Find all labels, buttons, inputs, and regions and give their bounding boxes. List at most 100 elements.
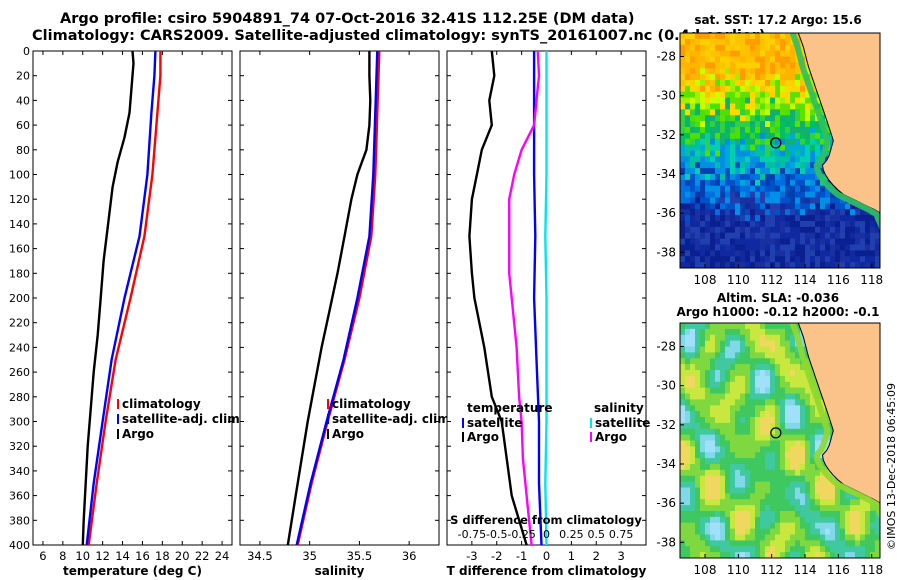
chart-title-line2: Climatology: CARS2009. Satellite-adjuste… xyxy=(32,28,766,44)
series-line-s-satellite xyxy=(544,51,548,546)
top-tick-label: -0.25 xyxy=(507,528,535,541)
panel-temperature: 0 20 40 60 80 100 120 140 160 180 200 220 240 260 280 3… xyxy=(9,45,244,578)
x-tick-label: 3 xyxy=(617,549,624,563)
map-title: Altim. SLA: -0.036 xyxy=(717,291,839,305)
y-tick-label: 40 xyxy=(16,94,30,107)
lat-tick-label: -32 xyxy=(656,128,676,142)
series-line-argo xyxy=(286,51,372,546)
x-tick-label: 16 xyxy=(135,549,150,563)
lat-tick-label: -28 xyxy=(656,50,676,64)
map-title: sat. SST: 17.2 Argo: 15.6 xyxy=(694,13,861,27)
y-tick-label: 60 xyxy=(16,119,30,132)
lat-tick-label: -38 xyxy=(656,535,676,549)
shelf-band xyxy=(789,33,880,231)
legend-label: satellite-adj. clim. xyxy=(122,412,244,426)
legend-label: Argo xyxy=(467,430,499,444)
y-tick-label: 240 xyxy=(9,341,30,354)
lat-tick-label: -36 xyxy=(656,496,676,510)
x-tick-label: 20 xyxy=(175,549,190,563)
y-tick-label: 140 xyxy=(9,218,30,231)
y-tick-label: 0 xyxy=(23,45,30,58)
map-field xyxy=(680,33,880,268)
lat-tick-label: -38 xyxy=(656,245,676,259)
shelf-band xyxy=(789,323,880,521)
lon-tick-label: 112 xyxy=(760,563,783,577)
y-tick-label: 100 xyxy=(9,169,30,182)
map-field xyxy=(680,323,880,558)
series-line-t-satellite xyxy=(532,51,543,546)
series-line-argo xyxy=(81,50,135,546)
x-tick-label: 18 xyxy=(155,549,170,563)
chart-title-line1: Argo profile: csiro 5904891_74 07-Oct-20… xyxy=(60,11,635,27)
legend-title-temperature: temperature xyxy=(467,401,552,415)
lat-tick-label: -36 xyxy=(656,206,676,220)
x-tick-label: 36 xyxy=(402,549,417,563)
x-tick-label: -1 xyxy=(516,549,527,563)
y-tick-label: 300 xyxy=(9,416,30,429)
legend-label: satellite xyxy=(467,416,522,430)
x-tick-label: 14 xyxy=(115,549,130,563)
legend-label: satellite xyxy=(595,416,650,430)
lat-tick-label: -30 xyxy=(656,89,676,103)
legend-label: climatology xyxy=(122,397,201,411)
lon-tick-label: 114 xyxy=(794,563,817,577)
land xyxy=(797,323,880,504)
profile-location-marker xyxy=(770,427,782,439)
lon-tick-label: 118 xyxy=(860,273,883,287)
series-line-satellite-adj-clim- xyxy=(85,50,157,546)
lon-tick-label: 116 xyxy=(827,563,850,577)
y-tick-label: 380 xyxy=(9,514,30,527)
panel-sla_map: 108 110 112 114 116 118 -28 -30 -32 -34 -36 -38 Alti… xyxy=(656,291,883,577)
map-frame xyxy=(679,32,881,269)
x-tick-label: 12 xyxy=(95,549,110,563)
x-tick-label: 8 xyxy=(59,549,66,563)
x-tick-label: 22 xyxy=(195,549,210,563)
x-axis-label: T difference from climatology xyxy=(447,564,647,578)
y-tick-label: 400 xyxy=(9,539,30,552)
x-tick-label: 35.5 xyxy=(347,549,373,563)
lat-tick-label: -32 xyxy=(656,418,676,432)
map-subtitle: Argo h1000: -0.12 h2000: -0.1 xyxy=(676,305,879,319)
x-tick-label: 10 xyxy=(75,549,90,563)
y-tick-label: 320 xyxy=(9,440,30,453)
x-axis-label: salinity xyxy=(315,564,365,578)
top-tick-label: 0 xyxy=(543,528,550,541)
lat-tick-label: -34 xyxy=(656,167,676,181)
y-tick-label: 120 xyxy=(9,193,30,206)
x-tick-label: 1 xyxy=(568,549,575,563)
x-tick-label: -3 xyxy=(466,549,477,563)
land xyxy=(797,33,880,214)
panel-salinity: 34.5 35 35.5 36 salinity climatologysatellite… xyxy=(239,50,454,578)
lat-tick-label: -34 xyxy=(656,457,676,471)
top-tick-label: 0.75 xyxy=(609,528,634,541)
lon-tick-label: 110 xyxy=(727,273,750,287)
y-tick-label: 180 xyxy=(9,267,30,280)
lon-tick-label: 112 xyxy=(760,273,783,287)
x-tick-label: 35 xyxy=(302,549,317,563)
lon-tick-label: 108 xyxy=(694,273,717,287)
y-tick-label: 20 xyxy=(16,70,30,83)
top-tick-label: 0.5 xyxy=(588,528,606,541)
y-tick-label: 160 xyxy=(9,243,30,256)
plot-frame xyxy=(239,50,440,546)
top-axis-label: S difference from climatology xyxy=(450,513,642,527)
lon-tick-label: 110 xyxy=(727,563,750,577)
y-tick-label: 360 xyxy=(9,490,30,503)
series-line-satellite-adj-clim- xyxy=(295,50,379,546)
y-tick-label: 80 xyxy=(16,144,30,157)
legend-label: Argo xyxy=(122,427,154,441)
lon-tick-label: 118 xyxy=(860,563,883,577)
series-line-s-argo xyxy=(508,50,541,546)
legend-title-salinity: salinity xyxy=(594,401,644,415)
x-tick-label: 24 xyxy=(215,549,230,563)
lat-tick-label: -30 xyxy=(656,379,676,393)
panel-sst_map: 108 110 112 114 116 118 -28 -30 -32 -34 -36 -38 sat.… xyxy=(656,13,883,287)
legend-label: climatology xyxy=(332,397,411,411)
x-tick-label: -2 xyxy=(491,549,502,563)
x-tick-label: 6 xyxy=(39,549,46,563)
x-axis-label: temperature (deg C) xyxy=(63,564,202,578)
profile-location-marker xyxy=(770,137,782,149)
x-tick-label: 0 xyxy=(543,549,550,563)
lon-tick-label: 114 xyxy=(794,273,817,287)
